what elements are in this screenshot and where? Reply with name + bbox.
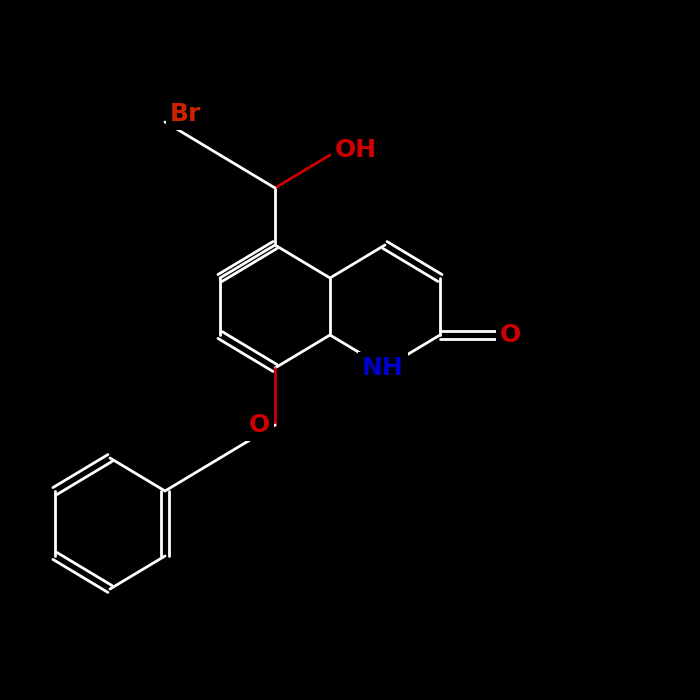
- Text: Br: Br: [170, 102, 202, 126]
- Text: O: O: [500, 323, 522, 347]
- Text: NH: NH: [362, 356, 404, 380]
- Text: O: O: [248, 413, 270, 437]
- Text: OH: OH: [335, 138, 377, 162]
